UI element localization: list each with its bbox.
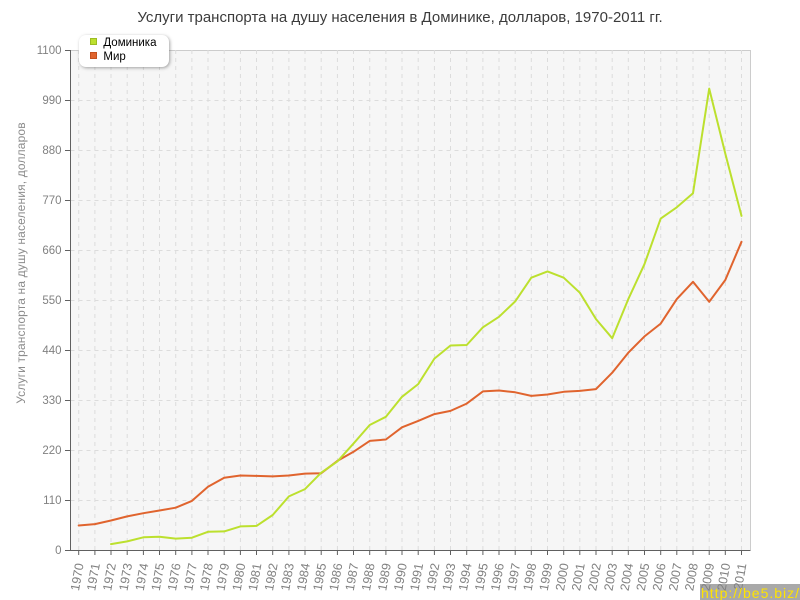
svg-text:1977: 1977 bbox=[181, 562, 200, 592]
svg-text:1978: 1978 bbox=[197, 562, 216, 592]
svg-text:990: 990 bbox=[42, 95, 61, 107]
svg-text:0: 0 bbox=[55, 545, 61, 557]
svg-text:1997: 1997 bbox=[505, 562, 524, 592]
svg-text:1979: 1979 bbox=[214, 562, 233, 592]
svg-text:1973: 1973 bbox=[117, 562, 136, 592]
svg-text:330: 330 bbox=[42, 395, 61, 407]
svg-text:440: 440 bbox=[42, 345, 61, 357]
svg-text:1995: 1995 bbox=[472, 562, 491, 592]
svg-text:1982: 1982 bbox=[262, 562, 281, 592]
svg-text:1987: 1987 bbox=[343, 562, 362, 592]
svg-text:1980: 1980 bbox=[230, 562, 249, 592]
svg-text:110: 110 bbox=[43, 495, 61, 507]
svg-text:1993: 1993 bbox=[440, 562, 459, 592]
svg-text:1970: 1970 bbox=[68, 562, 87, 592]
svg-text:2002: 2002 bbox=[585, 562, 604, 592]
svg-text:2010: 2010 bbox=[715, 562, 734, 592]
svg-text:1976: 1976 bbox=[165, 562, 184, 592]
svg-text:1981: 1981 bbox=[246, 562, 265, 592]
svg-text:2007: 2007 bbox=[666, 562, 685, 592]
svg-text:1988: 1988 bbox=[359, 562, 378, 592]
svg-text:1985: 1985 bbox=[311, 562, 330, 592]
svg-text:1999: 1999 bbox=[537, 562, 556, 592]
svg-text:2000: 2000 bbox=[553, 562, 572, 592]
svg-text:1991: 1991 bbox=[408, 562, 427, 592]
svg-text:1974: 1974 bbox=[133, 562, 152, 592]
svg-text:660: 660 bbox=[42, 245, 61, 257]
svg-text:2011: 2011 bbox=[731, 562, 749, 591]
svg-text:1998: 1998 bbox=[521, 562, 540, 592]
svg-text:2003: 2003 bbox=[602, 562, 621, 592]
svg-text:2004: 2004 bbox=[618, 562, 637, 592]
svg-text:2005: 2005 bbox=[634, 562, 653, 592]
svg-text:1983: 1983 bbox=[278, 562, 297, 592]
svg-text:2001: 2001 bbox=[569, 562, 588, 592]
svg-text:1984: 1984 bbox=[294, 562, 313, 592]
svg-text:1994: 1994 bbox=[456, 562, 475, 592]
svg-text:2008: 2008 bbox=[682, 562, 701, 592]
svg-text:1972: 1972 bbox=[100, 562, 119, 592]
svg-text:1975: 1975 bbox=[149, 562, 168, 592]
svg-text:770: 770 bbox=[42, 195, 61, 207]
svg-text:2006: 2006 bbox=[650, 562, 669, 592]
svg-text:1996: 1996 bbox=[488, 562, 507, 592]
svg-text:1986: 1986 bbox=[327, 562, 346, 592]
svg-text:1990: 1990 bbox=[391, 562, 410, 592]
svg-text:1989: 1989 bbox=[375, 562, 394, 592]
svg-text:880: 880 bbox=[42, 145, 61, 157]
svg-text:220: 220 bbox=[42, 445, 61, 457]
svg-text:550: 550 bbox=[42, 295, 61, 307]
svg-text:2009: 2009 bbox=[699, 562, 718, 592]
svg-text:1992: 1992 bbox=[424, 562, 443, 592]
svg-text:1971: 1971 bbox=[84, 562, 103, 592]
svg-text:1100: 1100 bbox=[37, 45, 62, 57]
